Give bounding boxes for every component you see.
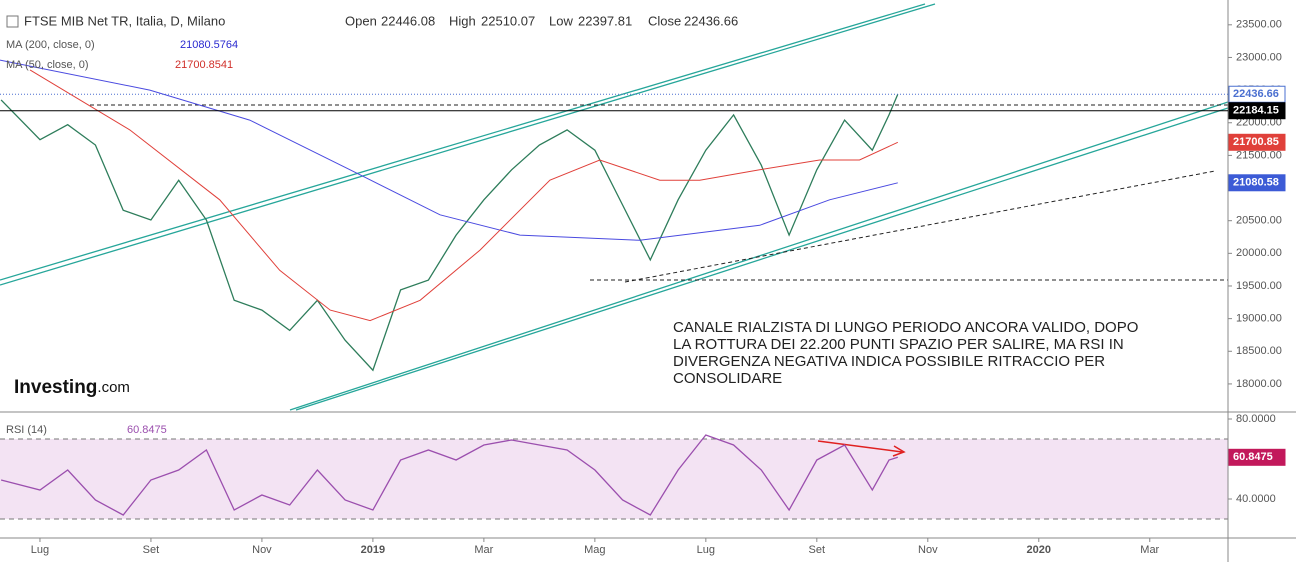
price-tag-label: 21700.85: [1233, 136, 1279, 148]
rsi-value: 60.8475: [127, 424, 167, 436]
x-tick-label: Mar: [474, 544, 493, 556]
close-label: Close: [648, 13, 681, 28]
y-tick-label: 21500.00: [1236, 149, 1282, 161]
price-line: [0, 93, 899, 372]
annotation-text: DIVERGENZA NEGATIVA INDICA POSSIBILE RIT…: [673, 353, 1105, 370]
annotation-text: CANALE RIALZISTA DI LUNGO PERIODO ANCORA…: [673, 319, 1138, 336]
rsi-band: [0, 439, 1228, 519]
price-tag-label: 22184.15: [1233, 105, 1279, 117]
price-tag: [1228, 448, 1286, 466]
price-tag-label: 60.8475: [1233, 451, 1273, 463]
trend-drawings: [0, 3, 1229, 457]
x-tick-label: Lug: [31, 544, 49, 556]
y-tick-label: 20500.00: [1236, 215, 1282, 227]
x-tick-label: Nov: [918, 544, 938, 556]
x-tick-label: Mar: [1140, 544, 1159, 556]
ma-value: 21700.8541: [175, 59, 233, 71]
y-tick-label: 18500.00: [1236, 345, 1282, 357]
rsi-label: RSI (14): [6, 424, 47, 436]
low-value: 22397.81: [578, 13, 632, 28]
y-tick-label: 40.0000: [1236, 493, 1276, 505]
x-tick-label: 2020: [1027, 544, 1051, 556]
high-label: High: [449, 13, 476, 28]
y-tick-label: 23500.00: [1236, 19, 1282, 31]
ma-line: [29, 69, 899, 322]
y-tick-label: 19000.00: [1236, 313, 1282, 325]
ma-value: 21080.5764: [180, 39, 238, 51]
y-tick-label: 22000.00: [1236, 117, 1282, 129]
trend-line: [624, 170, 1216, 283]
divergence-arrow: [817, 440, 903, 453]
channel-line: [0, 3, 936, 286]
logo: Investing.com: [14, 377, 130, 398]
arrow-head: [892, 445, 906, 457]
rsi-panel: [0, 438, 1228, 520]
open-value: 22446.08: [381, 13, 435, 28]
x-tick-label: Lug: [697, 544, 715, 556]
x-tick-label: Nov: [252, 544, 272, 556]
price-tag-label: 21080.58: [1233, 177, 1279, 189]
x-tick-label: 2019: [361, 544, 385, 556]
x-tick-label: Set: [143, 544, 160, 556]
ma-label: MA (200, close, 0): [6, 39, 95, 51]
price-tag: [1228, 102, 1286, 120]
ma-label: MA (50, close, 0): [6, 59, 89, 71]
high-value: 22510.07: [481, 13, 535, 28]
annotation-text: LA ROTTURA DEI 22.200 PUNTI SPAZIO PER S…: [673, 336, 1124, 353]
y-tick-label: 20000.00: [1236, 247, 1282, 259]
price-tag: [1228, 174, 1286, 192]
x-tick-label: Set: [809, 544, 826, 556]
channel-line: [289, 101, 1229, 411]
x-tick-label: Mag: [584, 544, 605, 556]
low-label: Low: [549, 13, 573, 28]
channel-line: [0, 3, 926, 281]
y-tick-label: 19500.00: [1236, 280, 1282, 292]
price-tag-label: 22436.66: [1233, 88, 1279, 100]
collapse-icon[interactable]: [6, 15, 19, 28]
y-tick-label: 23000.00: [1236, 51, 1282, 63]
rsi-line: [0, 434, 898, 516]
y-tick-label: 80.0000: [1236, 413, 1276, 425]
close-value: 22436.66: [684, 13, 738, 28]
y-tick-label: 18000.00: [1236, 378, 1282, 390]
ma-line: [0, 59, 898, 241]
open-label: Open: [345, 13, 377, 28]
annotation-text: CONSOLIDARE: [673, 370, 782, 387]
symbol-title: FTSE MIB Net TR, Italia, D, Milano: [24, 13, 225, 28]
price-tag: [1228, 133, 1286, 151]
channel-line: [295, 107, 1229, 411]
